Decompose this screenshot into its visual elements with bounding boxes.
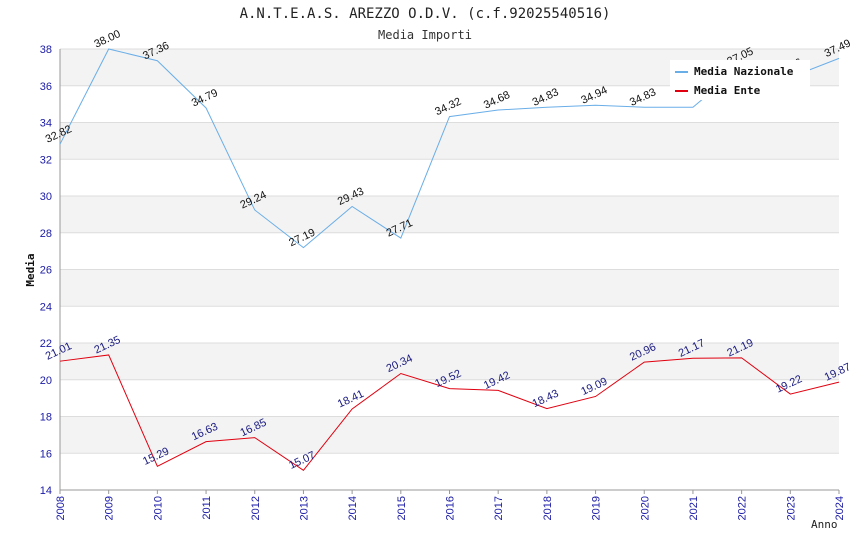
x-tick-label: 2019 xyxy=(591,496,603,520)
x-tick-label: 2017 xyxy=(493,496,505,520)
grid-band xyxy=(60,379,839,417)
y-axis-label: Media xyxy=(24,253,37,286)
y-tick-label: 14 xyxy=(40,485,52,497)
grid-band xyxy=(60,343,839,380)
x-axis-label: Anno xyxy=(811,518,838,531)
y-tick-label: 38 xyxy=(40,44,52,56)
y-tick-label: 34 xyxy=(40,118,52,130)
x-tick-label: 2010 xyxy=(152,496,164,520)
y-tick-label: 28 xyxy=(40,228,52,240)
data-label: 38.00 xyxy=(92,28,122,51)
grid-bands xyxy=(60,49,839,490)
y-tick-label: 26 xyxy=(40,265,52,277)
x-tick-label: 2018 xyxy=(542,496,554,520)
x-tick-label: 2009 xyxy=(104,496,116,520)
legend-box xyxy=(670,60,810,100)
grid-band xyxy=(60,159,839,196)
legend-label-media-nazionale: Media Nazionale xyxy=(694,65,794,78)
x-tick-label: 2021 xyxy=(688,496,700,520)
grid-band xyxy=(60,122,839,160)
y-tick-label: 24 xyxy=(40,301,52,313)
grid-band xyxy=(60,306,839,343)
y-tick-label: 20 xyxy=(40,375,52,387)
grid-band xyxy=(60,196,839,233)
series-line xyxy=(59,354,840,472)
x-tick-label: 2015 xyxy=(396,496,408,520)
chart-title: A.N.T.E.A.S. AREZZO O.D.V. (c.f.92025540… xyxy=(240,6,611,22)
legend: Media Nazionale Media Ente xyxy=(670,60,810,100)
x-tick-label: 2012 xyxy=(250,496,262,520)
grid-band xyxy=(60,416,839,454)
x-tick-label: 2011 xyxy=(201,496,213,520)
grid-band xyxy=(60,232,839,270)
y-tick-label: 22 xyxy=(40,338,52,350)
x-tick-labels: 2008 2009 2010 2011 2012 2013 2014 2015 2016 2017… xyxy=(55,490,846,520)
x-tick-label: 2008 xyxy=(55,496,67,520)
y-tick-label: 30 xyxy=(40,191,52,203)
x-tick-label: 2020 xyxy=(639,496,651,520)
x-tick-label: 2016 xyxy=(445,496,457,520)
chart-subtitle: Media Importi xyxy=(378,28,472,42)
x-tick-label: 2013 xyxy=(298,496,310,520)
x-tick-label: 2024 xyxy=(834,496,846,520)
grid-band xyxy=(60,453,839,490)
y-tick-label: 32 xyxy=(40,154,52,166)
x-tick-label: 2022 xyxy=(737,496,749,520)
y-tick-label: 18 xyxy=(40,412,52,424)
grid-band xyxy=(60,269,839,307)
y-tick-labels: 14 16 18 20 22 24 26 28 30 32 34 36 38 xyxy=(40,44,52,497)
y-tick-label: 36 xyxy=(40,81,52,93)
x-tick-label: 2023 xyxy=(785,496,797,520)
legend-label-media-ente: Media Ente xyxy=(694,84,761,97)
y-tick-label: 16 xyxy=(40,448,52,460)
x-tick-label: 2014 xyxy=(347,496,359,520)
